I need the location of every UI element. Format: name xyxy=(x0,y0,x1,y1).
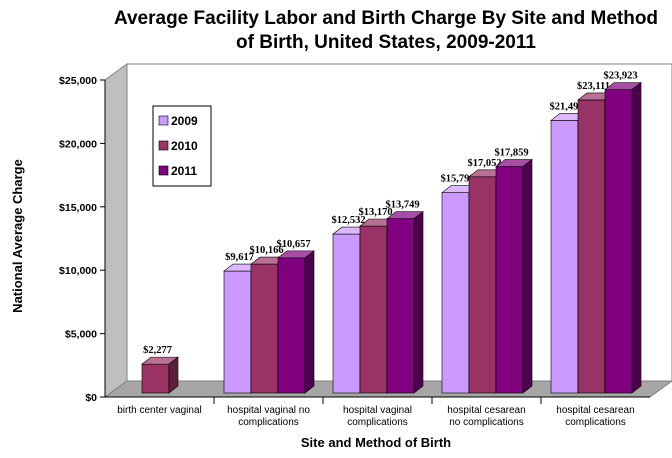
data-label: $12,532 xyxy=(331,215,365,226)
data-label: $9,617 xyxy=(225,252,254,263)
x-axis-label: Site and Method of Birth xyxy=(301,435,451,450)
bar-2009-front xyxy=(223,270,252,394)
x-tick-label: no complications xyxy=(449,417,523,428)
bar-2011-side xyxy=(413,211,424,394)
data-label: $10,166 xyxy=(249,245,283,256)
y-tick-label: $20,000 xyxy=(59,138,97,150)
bar-2010-front xyxy=(577,99,606,394)
legend-swatch-2010 xyxy=(158,140,169,151)
plot-area: $0 $5,000 $10,000 $15,000 $20,000 $25,000 birt… xyxy=(59,63,672,428)
y-tick-label: $25,000 xyxy=(59,75,97,87)
data-label: $17,859 xyxy=(494,148,528,159)
legend-label-2009: 2009 xyxy=(171,114,198,128)
legend-label-2011: 2011 xyxy=(171,164,197,178)
y-tick-label: $0 xyxy=(85,392,97,404)
bar-2010-front xyxy=(250,263,279,394)
y-tick-label: $5,000 xyxy=(65,329,97,341)
legend-swatch-2009 xyxy=(158,115,169,126)
side-wall xyxy=(104,63,128,398)
x-tick-label: hospital vaginal xyxy=(343,405,412,416)
x-tick-label: hospital cesarean xyxy=(447,405,525,416)
bar-2010-front xyxy=(359,225,388,394)
bar-2009-front xyxy=(441,192,470,394)
bar-2011-front xyxy=(495,166,524,394)
data-label: $23,111 xyxy=(577,81,610,92)
chart-title-line-1: Average Facility Labor and Birth Charge … xyxy=(114,8,658,29)
y-axis-label: National Average Charge xyxy=(10,159,25,313)
y-tick-label: $10,000 xyxy=(59,265,97,277)
x-tick-label: birth center vaginal xyxy=(117,405,202,416)
data-label: $23,923 xyxy=(603,71,637,82)
bar-2011-front xyxy=(604,89,633,394)
bar-2011-front xyxy=(386,218,415,394)
x-tick-label: complications xyxy=(565,417,626,428)
x-tick-label: hospital vaginal no xyxy=(227,405,310,416)
bar-2010-side xyxy=(168,356,179,394)
bar-2011-side xyxy=(631,82,642,394)
x-tick-label: hospital cesarean xyxy=(556,405,634,416)
bar-2011-side xyxy=(522,158,533,394)
bar-2009-front xyxy=(332,233,361,394)
legend: 2009 2010 2011 xyxy=(152,105,212,187)
data-label: $2,277 xyxy=(143,345,172,356)
data-label: $10,657 xyxy=(276,239,310,250)
bar-2009-front xyxy=(550,120,579,394)
x-tick-label: complications xyxy=(238,417,299,428)
chart-title-line-2: of Birth, United States, 2009-2011 xyxy=(236,32,536,53)
legend-swatch-2011 xyxy=(158,165,169,176)
data-label: $21,495 xyxy=(549,101,583,112)
x-tick-label: complications xyxy=(347,417,408,428)
bar-2010-front xyxy=(141,363,170,394)
bar-2011-side xyxy=(304,250,315,394)
data-label: $15,799 xyxy=(440,174,474,185)
data-label: $17,052 xyxy=(467,158,501,169)
data-label: $13,170 xyxy=(358,207,392,218)
y-tick-label: $15,000 xyxy=(59,202,97,214)
bar-2011-front xyxy=(277,257,306,394)
legend-label-2010: 2010 xyxy=(171,139,198,153)
bar-2010-front xyxy=(468,176,497,394)
data-label: $13,749 xyxy=(385,200,419,211)
